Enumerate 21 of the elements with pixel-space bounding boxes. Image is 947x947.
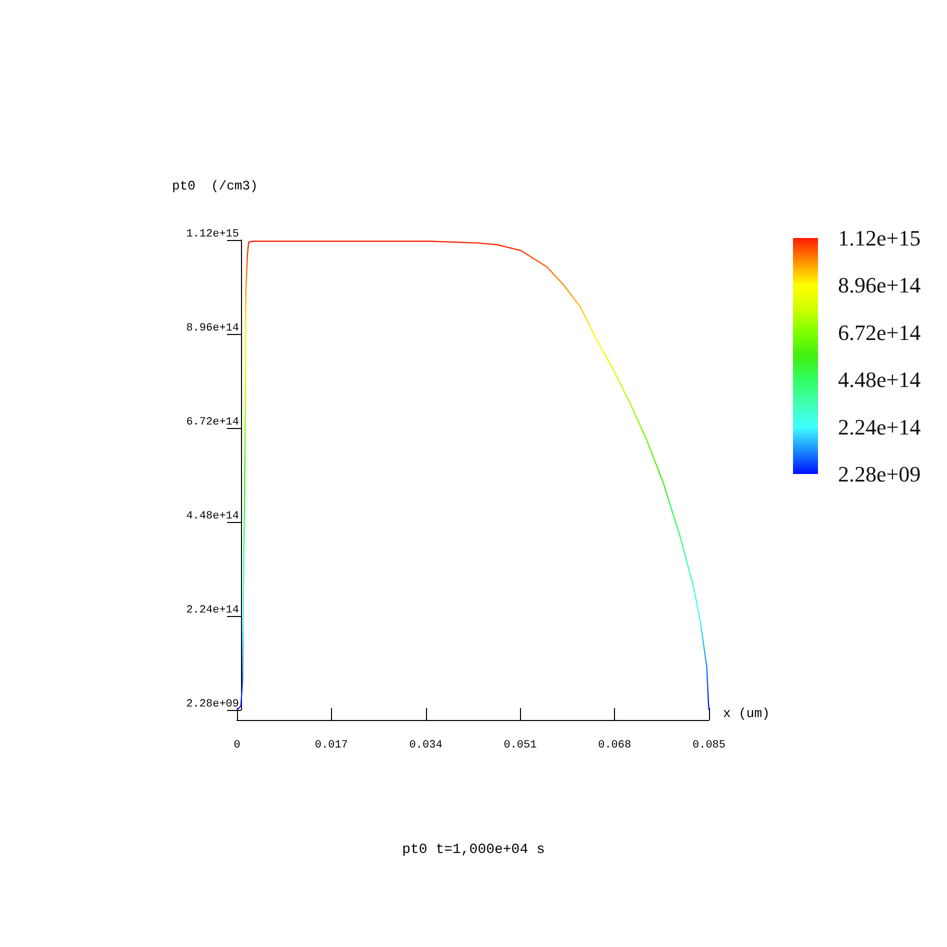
color-bar-label: 6.72e+14 bbox=[838, 320, 921, 345]
y-tick-label: 2.28e+09 bbox=[186, 698, 239, 710]
x-tick-label: 0.017 bbox=[314, 740, 348, 752]
color-bar-label: 2.24e+14 bbox=[838, 414, 921, 440]
text: pt0 t=1,000e+04 s bbox=[402, 842, 545, 858]
color-bar-label: 8.96e+14 bbox=[838, 272, 921, 298]
x-tick-label: 0.051 bbox=[504, 740, 538, 752]
y-tick-label: 1.12e+15 bbox=[186, 228, 239, 240]
x-tick-label: 0.034 bbox=[409, 740, 443, 752]
x-axis-title: x (um) bbox=[723, 706, 770, 721]
y-tick-label: 4.48e+14 bbox=[186, 510, 240, 522]
color-bar-label: 4.48e+14 bbox=[838, 367, 921, 392]
x-tick-label: 0.068 bbox=[598, 740, 632, 752]
y-tick-label: 2.24e+14 bbox=[186, 604, 240, 616]
x-tick-label: 0 bbox=[234, 740, 240, 752]
color-bar-label: 2.28e+09 bbox=[838, 462, 921, 486]
x-tick-label: 0.085 bbox=[692, 740, 726, 752]
y-tick-label: 8.96e+14 bbox=[186, 322, 240, 334]
color-bar-label: 1.12e+15 bbox=[838, 226, 921, 250]
y-tick-label: 6.72e+14 bbox=[186, 416, 240, 428]
y-axis-title: pt0 (/cm3) bbox=[172, 178, 258, 194]
